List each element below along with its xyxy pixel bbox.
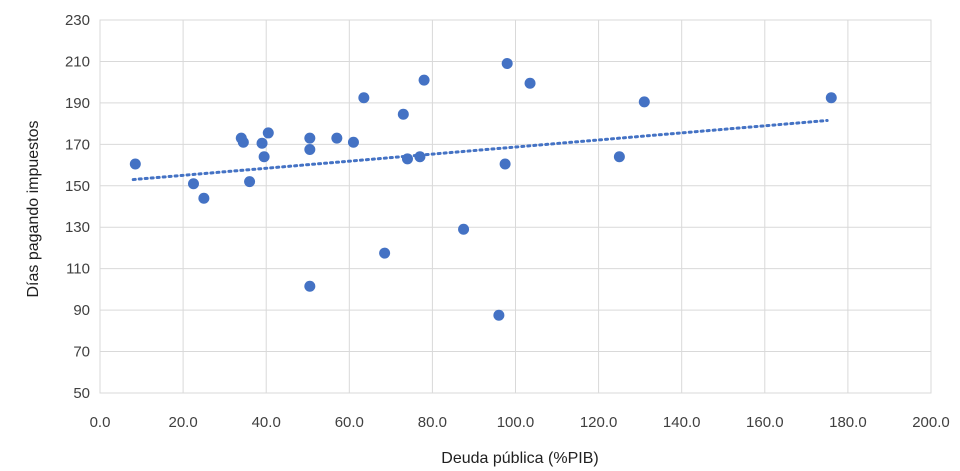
data-point: [347, 136, 359, 148]
data-point: [493, 309, 505, 321]
data-point: [304, 144, 316, 156]
x-tick-label: 80.0: [418, 414, 447, 431]
data-point: [358, 92, 370, 104]
x-tick-label: 180.0: [829, 414, 867, 431]
y-tick-label: 50: [73, 385, 90, 402]
data-points-layer: [129, 58, 837, 321]
x-tick-label: 160.0: [746, 414, 784, 431]
data-point: [244, 176, 256, 188]
y-tick-label: 210: [65, 53, 90, 70]
x-tick-label: 140.0: [663, 414, 701, 431]
y-tick-labels: 50 70 90 110 130 150 170 190 210 230: [65, 12, 90, 402]
data-point: [499, 158, 511, 170]
y-tick-label: 130: [65, 219, 90, 236]
data-point: [524, 77, 536, 89]
grid-layer: [99, 19, 932, 394]
linear-trendline: [131, 119, 829, 182]
trendline-layer: [131, 119, 829, 182]
y-tick-label: 110: [66, 261, 90, 278]
x-tick-label: 0.0: [90, 414, 111, 431]
y-tick-label: 170: [65, 136, 90, 153]
data-point: [397, 108, 409, 120]
x-tick-label: 40.0: [252, 414, 281, 431]
x-tick-label: 120.0: [580, 414, 618, 431]
x-axis-title: Deuda pública (%PIB): [441, 450, 598, 467]
y-tick-label: 230: [65, 12, 90, 29]
data-point: [501, 58, 513, 70]
data-point: [198, 192, 210, 204]
data-point: [638, 96, 650, 108]
x-tick-label: 100.0: [497, 414, 535, 431]
data-point: [262, 127, 274, 139]
data-point: [187, 178, 199, 190]
data-point: [414, 151, 426, 163]
data-point: [129, 158, 141, 170]
x-tick-label: 20.0: [168, 414, 197, 431]
data-point: [237, 136, 249, 148]
plot-area-border: [99, 19, 932, 394]
x-tick-label: 60.0: [335, 414, 364, 431]
y-tick-label: 150: [65, 178, 90, 195]
y-tick-label: 190: [65, 95, 90, 112]
x-tick-label: 200.0: [912, 414, 950, 431]
data-point: [458, 223, 470, 235]
data-point: [304, 280, 316, 292]
data-point: [401, 153, 413, 165]
y-tick-label: 70: [73, 344, 90, 361]
data-point: [258, 151, 270, 163]
data-point: [418, 74, 430, 86]
data-point: [613, 151, 625, 163]
data-point: [304, 132, 316, 144]
x-tick-labels: 0.0 20.0 40.0 60.0 80.0 100.0 120.0 140.0 160.0 1…: [90, 414, 950, 431]
data-point: [256, 137, 268, 149]
y-tick-label: 90: [73, 302, 90, 319]
data-point: [379, 247, 391, 259]
y-axis-title: Días pagando impuestos: [25, 121, 42, 298]
data-point: [331, 132, 343, 144]
data-point: [825, 92, 837, 104]
